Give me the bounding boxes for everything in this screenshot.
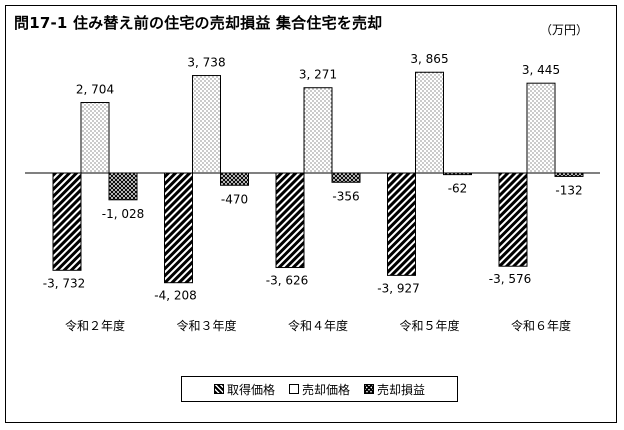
bar-sale-5 bbox=[526, 82, 556, 174]
bar-acquisition-2 bbox=[164, 172, 193, 284]
legend-label-sale: 売却価格 bbox=[301, 382, 350, 397]
data-label-gain-4: -62 bbox=[448, 182, 468, 196]
legend-item-gain: 売却損益 bbox=[364, 381, 425, 398]
data-label-gain-3: -356 bbox=[332, 189, 359, 203]
dotted-swatch-icon bbox=[288, 384, 299, 394]
crosshatch-swatch-icon bbox=[364, 384, 374, 394]
legend-item-acquisition: 取得価格 bbox=[213, 381, 275, 398]
category-label-2: 令和３年度 bbox=[176, 318, 236, 333]
category-label-5: 令和６年度 bbox=[511, 318, 571, 333]
data-label-sale-2: 3, 738 bbox=[187, 56, 225, 70]
bar-gain-1 bbox=[108, 172, 138, 201]
data-label-acquisition-4: -3, 927 bbox=[377, 281, 420, 295]
data-label-acquisition-2: -4, 208 bbox=[154, 289, 197, 303]
bar-gain-4 bbox=[443, 172, 472, 176]
category-label-3: 令和４年度 bbox=[288, 318, 348, 333]
category-label-1: 令和２年度 bbox=[65, 318, 125, 333]
legend: 取得価格 売却価格 売却損益 bbox=[181, 376, 458, 402]
data-label-gain-5: -132 bbox=[555, 183, 582, 197]
category-label-4: 令和５年度 bbox=[399, 318, 459, 333]
data-label-sale-3: 3, 271 bbox=[299, 68, 337, 82]
data-label-sale-4: 3, 865 bbox=[410, 52, 448, 66]
chart-title: 問17-1 住み替え前の住宅の売却損益 集合住宅を売却 bbox=[14, 14, 383, 32]
bar-acquisition-4 bbox=[387, 172, 416, 276]
bar-gain-5 bbox=[554, 172, 584, 177]
data-label-acquisition-1: -3, 732 bbox=[43, 276, 86, 290]
diagonal-hatch-swatch-icon bbox=[213, 384, 224, 394]
data-label-gain-2: -470 bbox=[221, 192, 248, 206]
bar-acquisition-3 bbox=[275, 172, 305, 269]
data-label-acquisition-5: -3, 576 bbox=[489, 272, 532, 286]
legend-item-sale: 売却価格 bbox=[288, 381, 350, 398]
bar-sale-1 bbox=[80, 102, 110, 174]
legend-label-gain: 売却損益 bbox=[377, 382, 426, 397]
unit-label: （万円） bbox=[539, 23, 588, 37]
chart-frame bbox=[5, 5, 617, 423]
bar-gain-2 bbox=[220, 172, 249, 186]
bar-gain-3 bbox=[331, 172, 361, 183]
bar-sale-2 bbox=[192, 75, 221, 174]
data-label-acquisition-3: -3, 626 bbox=[266, 274, 309, 288]
bar-acquisition-5 bbox=[498, 172, 528, 267]
data-label-sale-1: 2, 704 bbox=[76, 83, 114, 97]
data-label-gain-1: -1, 028 bbox=[102, 207, 145, 221]
bar-sale-3 bbox=[303, 87, 333, 174]
legend-label-acquisition: 取得価格 bbox=[226, 382, 275, 397]
data-label-sale-5: 3, 445 bbox=[522, 63, 560, 77]
bar-sale-4 bbox=[415, 71, 444, 174]
bar-acquisition-1 bbox=[52, 172, 82, 271]
